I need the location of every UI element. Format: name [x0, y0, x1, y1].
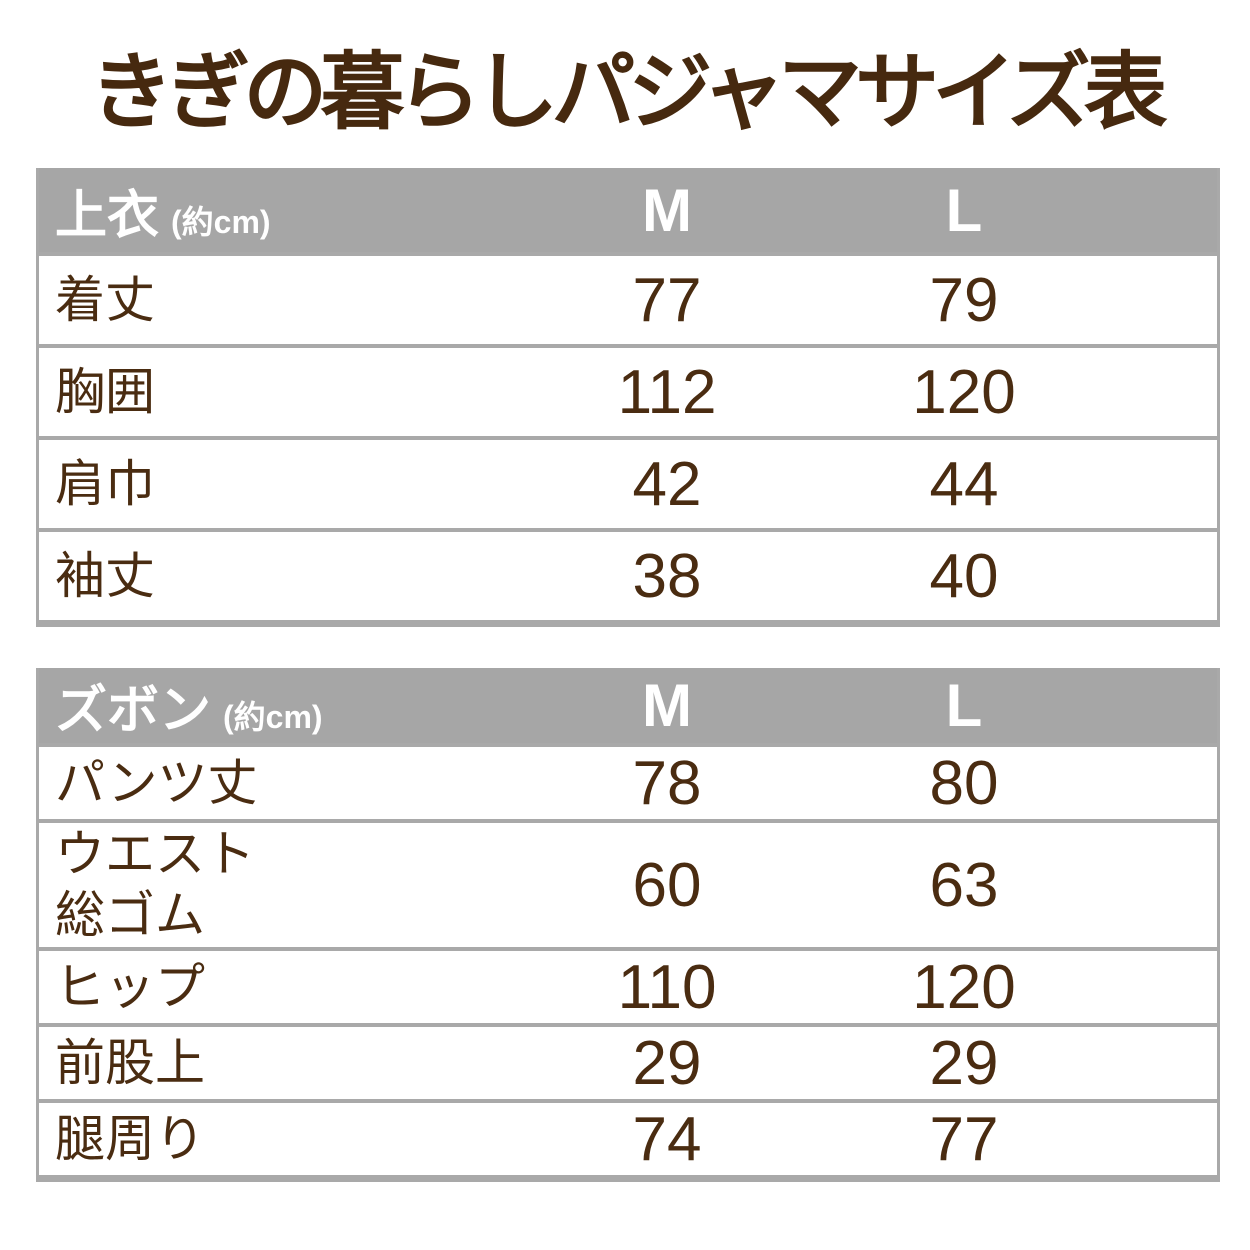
row-label-line-2: 総ゴム	[55, 887, 205, 943]
row-label: 胸囲	[39, 348, 499, 440]
row-value-m: 38	[499, 532, 835, 624]
tops-header-size-l: L	[835, 168, 1093, 256]
row-value-m: 42	[499, 440, 835, 532]
pants-header-unit: (約cm)	[223, 699, 323, 735]
row-value-m: 77	[499, 256, 835, 348]
row-label: パンツ丈	[39, 747, 499, 823]
row-label: 袖丈	[39, 532, 499, 624]
row-value-l: 63	[835, 823, 1093, 951]
row-spare-cell	[1093, 532, 1217, 624]
row-label-line-1: ウエスト	[55, 826, 255, 882]
row-value-l: 80	[835, 747, 1093, 823]
pants-header-row: ズボン (約cm) M L	[39, 668, 1217, 747]
row-label: 肩巾	[39, 440, 499, 532]
tops-header-label-cell: 上衣 (約cm)	[39, 168, 499, 256]
pants-header-label-cell: ズボン (約cm)	[39, 668, 499, 747]
table-row: ヒップ 110 120	[39, 951, 1217, 1027]
row-spare-cell	[1093, 348, 1217, 440]
row-value-m: 29	[499, 1027, 835, 1103]
row-label: 着丈	[39, 256, 499, 348]
row-spare-cell	[1093, 823, 1217, 951]
tops-header-row: 上衣 (約cm) M L	[39, 168, 1217, 256]
row-spare-cell	[1093, 440, 1217, 532]
table-row: 胸囲 112 120	[39, 348, 1217, 440]
page-title: きぎの暮らしパジャマサイズ表	[89, 45, 1167, 139]
pants-header-size-m: M	[499, 668, 835, 747]
row-value-m: 110	[499, 951, 835, 1027]
tops-header-title: 上衣	[55, 186, 160, 245]
row-value-l: 44	[835, 440, 1093, 532]
row-label: ウエスト 総ゴム	[39, 823, 499, 951]
row-value-l: 40	[835, 532, 1093, 624]
row-spare-cell	[1093, 1027, 1217, 1103]
table-row: ウエスト 総ゴム 60 63	[39, 823, 1217, 951]
table-row: 着丈 77 79	[39, 256, 1217, 348]
pants-header-title: ズボン	[55, 682, 212, 740]
row-value-l: 79	[835, 256, 1093, 348]
table-row: 袖丈 38 40	[39, 532, 1217, 624]
row-spare-cell	[1093, 1103, 1217, 1179]
row-spare-cell	[1093, 747, 1217, 823]
tops-header-spare-cell	[1093, 168, 1217, 256]
pants-header-size-l: L	[835, 668, 1093, 747]
row-value-l: 29	[835, 1027, 1093, 1103]
row-value-m: 60	[499, 823, 835, 951]
row-value-m: 78	[499, 747, 835, 823]
table-row: 前股上 29 29	[39, 1027, 1217, 1103]
table-row: 腿周り 74 77	[39, 1103, 1217, 1179]
row-label: 前股上	[39, 1027, 499, 1103]
table-row: 肩巾 42 44	[39, 440, 1217, 532]
row-label: 腿周り	[39, 1103, 499, 1179]
tops-header-unit: (約cm)	[171, 203, 271, 240]
pants-size-table: ズボン (約cm) M L パンツ丈 78 80 ウエスト 総ゴム 60 63 ヒ…	[36, 668, 1220, 1182]
row-spare-cell	[1093, 951, 1217, 1027]
pants-header-spare-cell	[1093, 668, 1217, 747]
row-value-l: 120	[835, 951, 1093, 1027]
row-value-m: 74	[499, 1103, 835, 1179]
row-spare-cell	[1093, 256, 1217, 348]
row-value-l: 77	[835, 1103, 1093, 1179]
tops-header-size-m: M	[499, 168, 835, 256]
row-label: ヒップ	[39, 951, 499, 1027]
row-value-l: 120	[835, 348, 1093, 440]
table-row: パンツ丈 78 80	[39, 747, 1217, 823]
tops-size-table: 上衣 (約cm) M L 着丈 77 79 胸囲 112 120 肩巾 42 44…	[36, 168, 1220, 627]
row-value-m: 112	[499, 348, 835, 440]
